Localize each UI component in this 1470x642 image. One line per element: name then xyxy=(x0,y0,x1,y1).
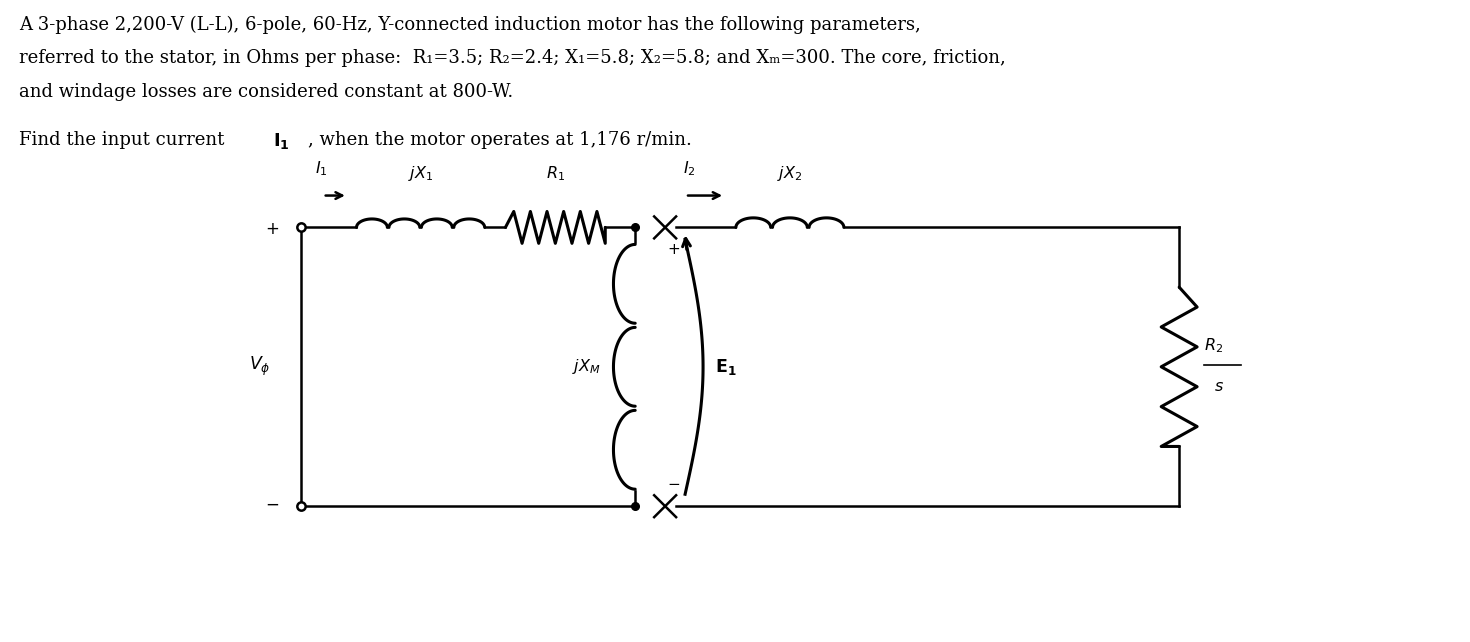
Text: $R_1$: $R_1$ xyxy=(545,164,564,182)
Text: and windage losses are considered constant at 800-W.: and windage losses are considered consta… xyxy=(19,83,513,101)
Text: $\mathbf{I_1}$: $\mathbf{I_1}$ xyxy=(273,131,290,151)
Text: $R_2$: $R_2$ xyxy=(1204,336,1223,355)
Text: −: − xyxy=(265,495,279,513)
Text: $jX_M$: $jX_M$ xyxy=(572,358,600,376)
Text: , when the motor operates at 1,176 r/min.: , when the motor operates at 1,176 r/min… xyxy=(307,131,692,149)
Text: A 3-phase 2,200-V (L-L), 6-pole, 60-Hz, Y-connected induction motor has the foll: A 3-phase 2,200-V (L-L), 6-pole, 60-Hz, … xyxy=(19,15,922,33)
Text: $jX_2$: $jX_2$ xyxy=(778,164,803,182)
Text: $s$: $s$ xyxy=(1214,379,1225,394)
Text: +: + xyxy=(265,220,279,238)
Text: Find the input current: Find the input current xyxy=(19,131,231,149)
Text: −: − xyxy=(667,477,681,492)
Text: referred to the stator, in Ohms per phase:  R₁=3.5; R₂=2.4; X₁=5.8; X₂=5.8; and : referred to the stator, in Ohms per phas… xyxy=(19,49,1005,67)
Text: $I_2$: $I_2$ xyxy=(684,159,695,178)
Text: $\mathbf{E_1}$: $\mathbf{E_1}$ xyxy=(714,357,736,377)
Text: +: + xyxy=(667,242,681,257)
Text: $I_1$: $I_1$ xyxy=(315,159,328,178)
Text: $jX_1$: $jX_1$ xyxy=(409,164,434,182)
Text: $V_\phi$: $V_\phi$ xyxy=(250,355,270,378)
